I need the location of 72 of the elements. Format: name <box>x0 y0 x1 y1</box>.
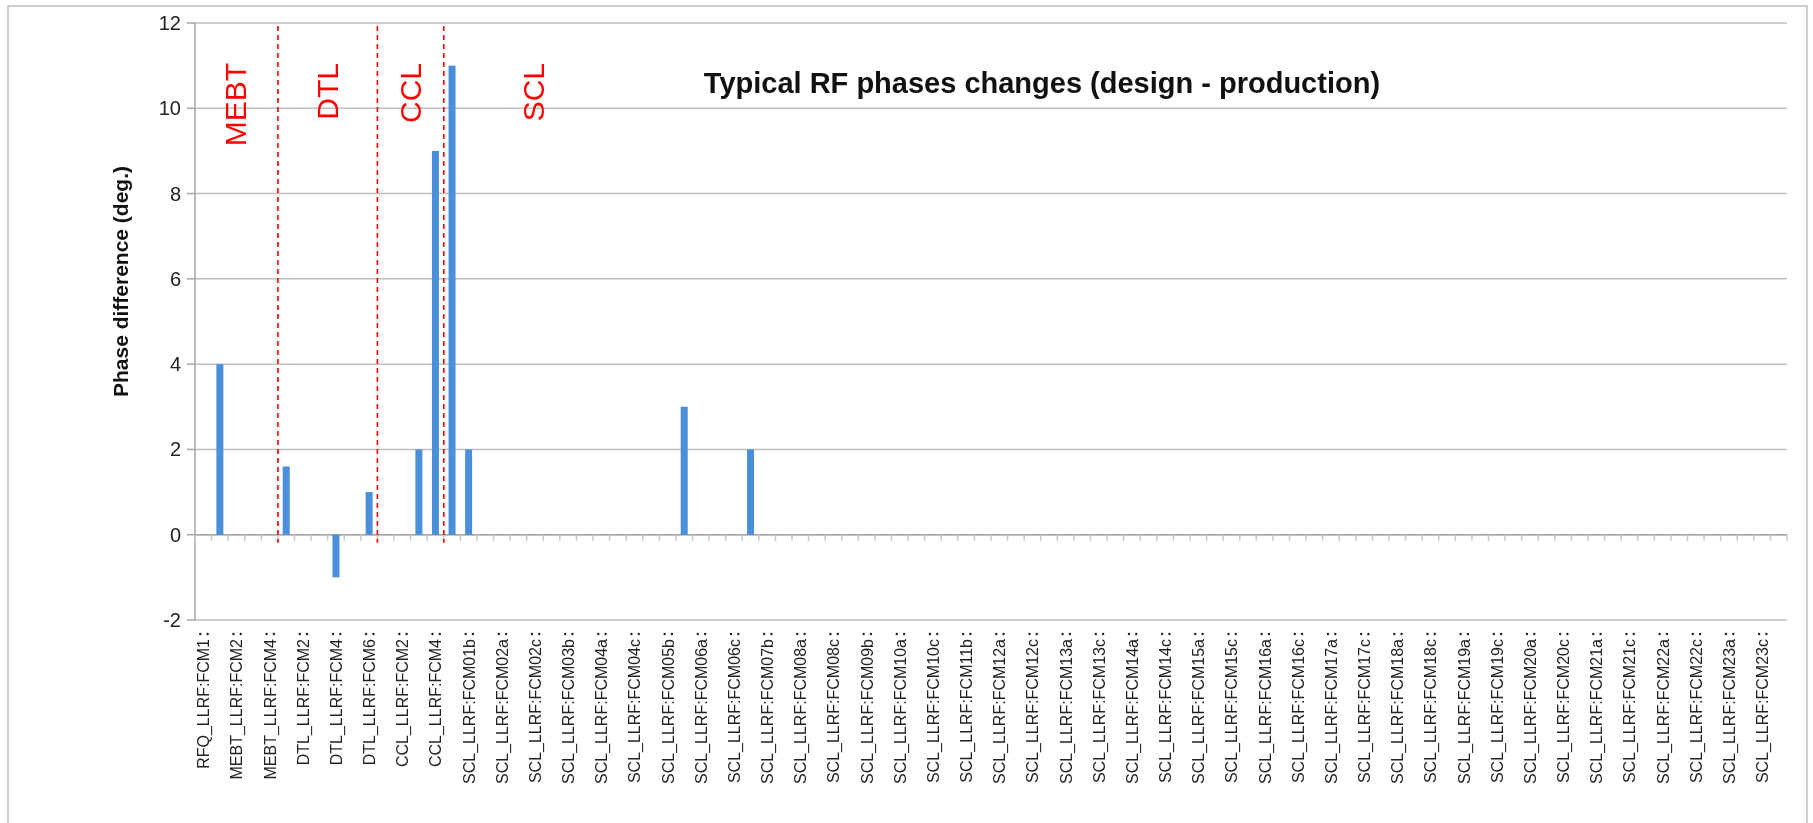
x-tick-label: SCL_LLRF:FCM10a <box>891 638 910 784</box>
x-tick-label: SCL_LLRF:FCM16a <box>1256 638 1275 784</box>
x-tick-label: SCL_LLRF:FCM02c <box>526 639 545 784</box>
x-tick-label: SCL_LLRF:FCM10c <box>924 639 943 784</box>
y-tick-label: 10 <box>158 97 181 120</box>
x-tick-label: CCL_LLRF:FCM4 <box>427 638 446 768</box>
x-tick-label: SCL_LLRF:FCM17c <box>1356 639 1375 784</box>
annotation: DTL <box>310 63 344 120</box>
x-tick-label: SCL_LLRF:FCM13c <box>1090 639 1109 784</box>
bar <box>282 466 290 535</box>
x-tick-label: SCL_LLRF:FCM16c <box>1289 639 1308 784</box>
y-axis-title: Phase difference (deg.) <box>109 165 132 398</box>
x-tick-label: SCL_LLRF:FCM08c <box>825 639 844 784</box>
x-tick-label: SCL_LLRF:FCM23c <box>1754 639 1773 784</box>
x-tick-label: DTL_LLRF:FCM4 <box>327 638 346 766</box>
x-tick-label: SCL_LLRF:FCM21c <box>1621 639 1640 784</box>
x-tick-label: MEBT_LLRF:FCM2 <box>228 638 247 780</box>
x-tick-label: SCL_LLRF:FCM19a <box>1455 638 1474 784</box>
x-tick-label: DTL_LLRF:FCM2 <box>294 638 313 766</box>
y-tick-label: 2 <box>169 438 181 461</box>
y-tick-label: 4 <box>169 353 181 376</box>
y-tick-label: 6 <box>169 267 181 290</box>
annotation: MEBT <box>219 63 253 147</box>
x-tick-label: SCL_LLRF:FCM21a <box>1588 638 1607 784</box>
x-tick-label: CCL_LLRF:FCM2 <box>394 638 413 768</box>
bar <box>216 364 224 535</box>
x-tick-label: SCL_LLRF:FCM11b <box>958 638 977 783</box>
x-tick-label: SCL_LLRF:FCM06c <box>725 639 744 784</box>
x-tick-label: MEBT_LLRF:FCM4 <box>261 638 280 780</box>
x-tick-label: DTL_LLRF:FCM6 <box>361 638 380 766</box>
x-tick-label: SCL_LLRF:FCM04c <box>626 639 645 784</box>
annotation: SCL <box>516 63 550 122</box>
x-tick-label: SCL_LLRF:FCM05b <box>659 638 678 784</box>
x-tick-label: SCL_LLRF:FCM22a <box>1654 638 1673 784</box>
x-tick-label: SCL_LLRF:FCM06a <box>692 638 711 784</box>
x-tick-label: SCL_LLRF:FCM17a <box>1322 638 1341 784</box>
x-tick-label: RFQ_LLRF:FCM1 <box>195 638 214 769</box>
x-tick-label: SCL_LLRF:FCM19c <box>1488 639 1507 784</box>
y-tick-label: 12 <box>158 12 181 34</box>
x-tick-label: SCL_LLRF:FCM01b <box>460 638 479 784</box>
x-tick-label: SCL_LLRF:FCM20a <box>1521 638 1540 784</box>
x-tick-label: SCL_LLRF:FCM12c <box>1024 639 1043 784</box>
bar <box>365 492 373 535</box>
x-tick-label: SCL_LLRF:FCM08a <box>792 638 811 784</box>
bar <box>431 150 439 535</box>
bar <box>448 65 456 535</box>
x-tick-label: SCL_LLRF:FCM15a <box>1190 638 1209 784</box>
x-tick-label: SCL_LLRF:FCM09b <box>858 638 877 784</box>
y-tick-label: 0 <box>169 523 181 546</box>
x-tick-label: SCL_LLRF:FCM15c <box>1223 639 1242 784</box>
bar <box>332 534 340 578</box>
x-tick-label: SCL_LLRF:FCM18c <box>1422 639 1441 784</box>
x-tick-label: SCL_LLRF:FCM18a <box>1389 638 1408 784</box>
x-tick-label: SCL_LLRF:FCM04a <box>593 638 612 784</box>
x-tick-label: SCL_LLRF:FCM23a <box>1720 638 1739 784</box>
bar <box>465 449 473 535</box>
y-tick-label: 8 <box>169 182 181 205</box>
x-tick-label: SCL_LLRF:FCM03b <box>560 638 579 784</box>
bar <box>415 449 423 535</box>
text: Typical RF phases changes (design - production) <box>703 67 1381 99</box>
x-tick-label: SCL_LLRF:FCM13a <box>1057 638 1076 784</box>
x-tick-label: SCL_LLRF:FCM14a <box>1123 638 1142 784</box>
x-tick-label: SCL_LLRF:FCM02a <box>493 638 512 784</box>
x-tick-label: SCL_LLRF:FCM14c <box>1157 639 1176 784</box>
y-tick-label: -2 <box>163 609 181 631</box>
bar <box>747 449 755 535</box>
bar <box>680 406 688 535</box>
x-tick-label: SCL_LLRF:FCM22c <box>1687 639 1706 784</box>
annotation: CCL <box>393 63 427 124</box>
x-tick-label: SCL_LLRF:FCM12a <box>991 638 1010 784</box>
x-tick-label: SCL_LLRF:FCM20c <box>1555 639 1574 784</box>
x-tick-label: SCL_LLRF:FCM07b <box>759 638 778 784</box>
